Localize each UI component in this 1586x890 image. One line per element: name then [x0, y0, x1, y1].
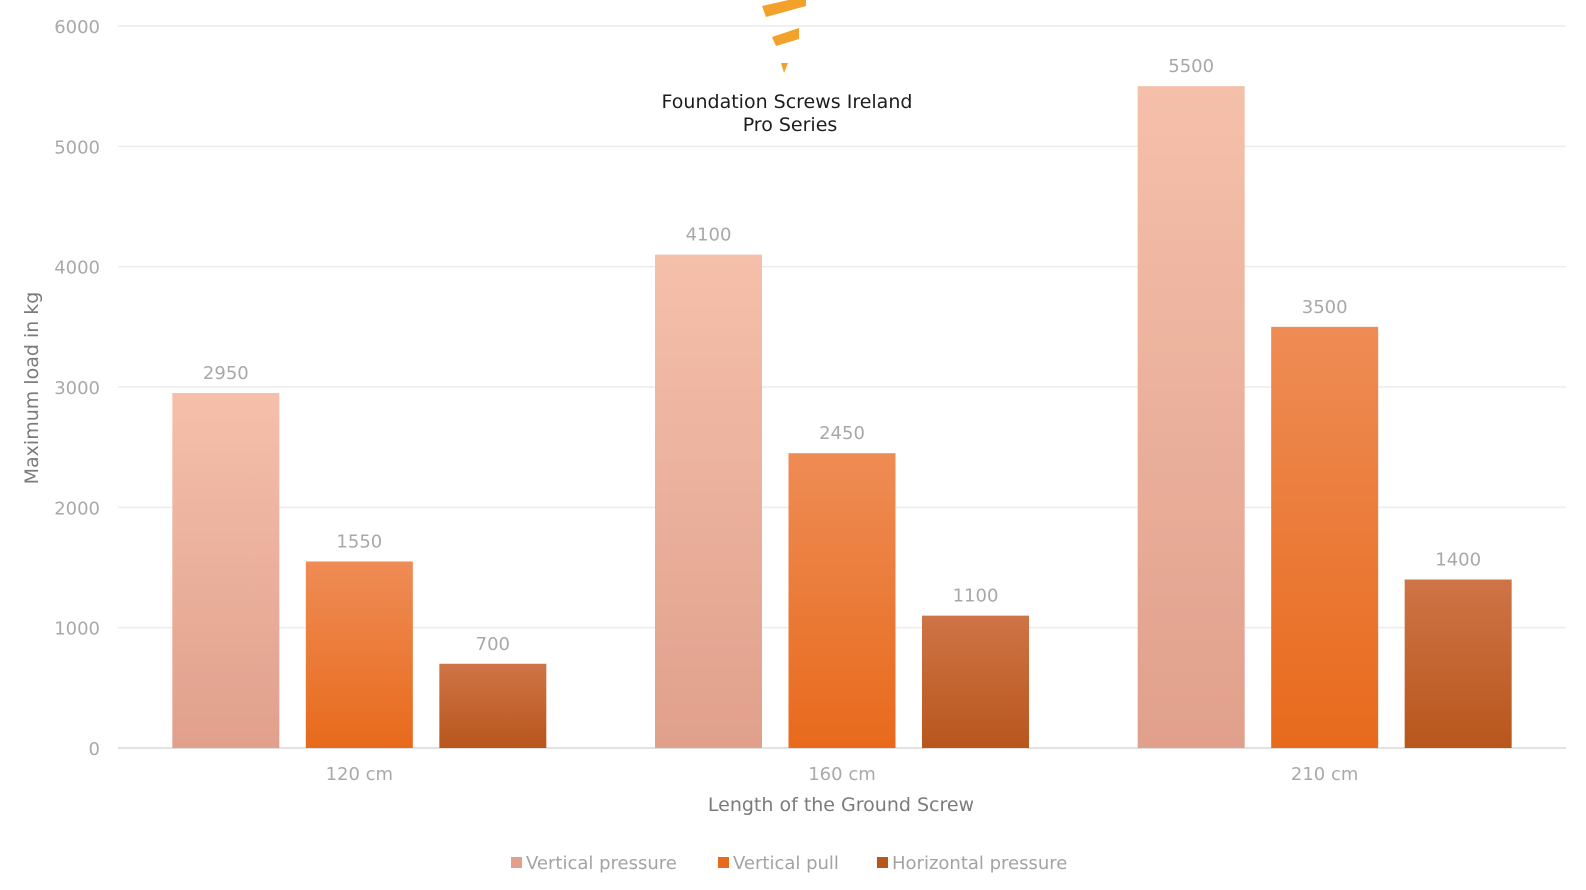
- x-axis-title: Length of the Ground Screw: [708, 794, 974, 816]
- legend-label: Horizontal pressure: [892, 853, 1067, 874]
- brand-title: Foundation Screws Ireland: [662, 91, 913, 113]
- legend-swatch: [511, 857, 522, 868]
- bar: [655, 254, 762, 748]
- data-label: 1100: [953, 586, 999, 607]
- bar: [305, 561, 413, 748]
- data-label: 5500: [1168, 56, 1214, 77]
- x-axis-ticks: 120 cm 160 cm 210 cm: [326, 764, 1359, 785]
- x-tick-label: 120 cm: [326, 764, 394, 785]
- legend-swatch: [877, 857, 888, 868]
- data-label: 4100: [686, 225, 732, 246]
- bars: [172, 86, 1512, 748]
- legend-label: Vertical pull: [733, 853, 839, 874]
- legend-swatch: [718, 857, 729, 868]
- y-axis-title: Maximum load in kg: [21, 292, 43, 485]
- bar: [788, 453, 896, 748]
- y-tick-label: 5000: [54, 137, 100, 158]
- y-axis-ticks: 0 1000 2000 3000 4000 5000 6000: [54, 17, 100, 760]
- data-label: 2450: [819, 423, 865, 444]
- screw-logo-icon: [762, 0, 806, 73]
- data-label: 1550: [336, 531, 382, 552]
- y-tick-label: 6000: [54, 17, 100, 38]
- x-tick-label: 210 cm: [1291, 764, 1359, 785]
- bar: [1404, 579, 1512, 748]
- data-labels: 2950 1550 700 4100 2450 1100 5500 3500 1400: [203, 56, 1481, 655]
- brand-subtitle: Pro Series: [743, 114, 838, 136]
- bar: [439, 663, 547, 748]
- legend-item: Horizontal pressure: [877, 853, 1067, 874]
- legend-label: Vertical pressure: [526, 853, 677, 874]
- x-tick-label: 160 cm: [808, 764, 876, 785]
- y-tick-label: 0: [89, 739, 100, 760]
- y-tick-label: 3000: [54, 378, 100, 399]
- legend-item: Vertical pull: [718, 853, 839, 874]
- y-tick-label: 4000: [54, 258, 100, 279]
- data-label: 2950: [203, 363, 249, 384]
- legend: Vertical pressure Vertical pull Horizontal…: [511, 853, 1067, 874]
- bar: [1137, 86, 1245, 748]
- legend-item: Vertical pressure: [511, 853, 677, 874]
- y-tick-label: 2000: [54, 498, 100, 519]
- data-label: 1400: [1435, 550, 1481, 571]
- bar: [922, 615, 1029, 748]
- bar: [1271, 326, 1379, 748]
- y-tick-label: 1000: [54, 619, 100, 640]
- data-label: 700: [476, 634, 510, 655]
- bar: [172, 393, 280, 748]
- data-label: 3500: [1302, 297, 1348, 318]
